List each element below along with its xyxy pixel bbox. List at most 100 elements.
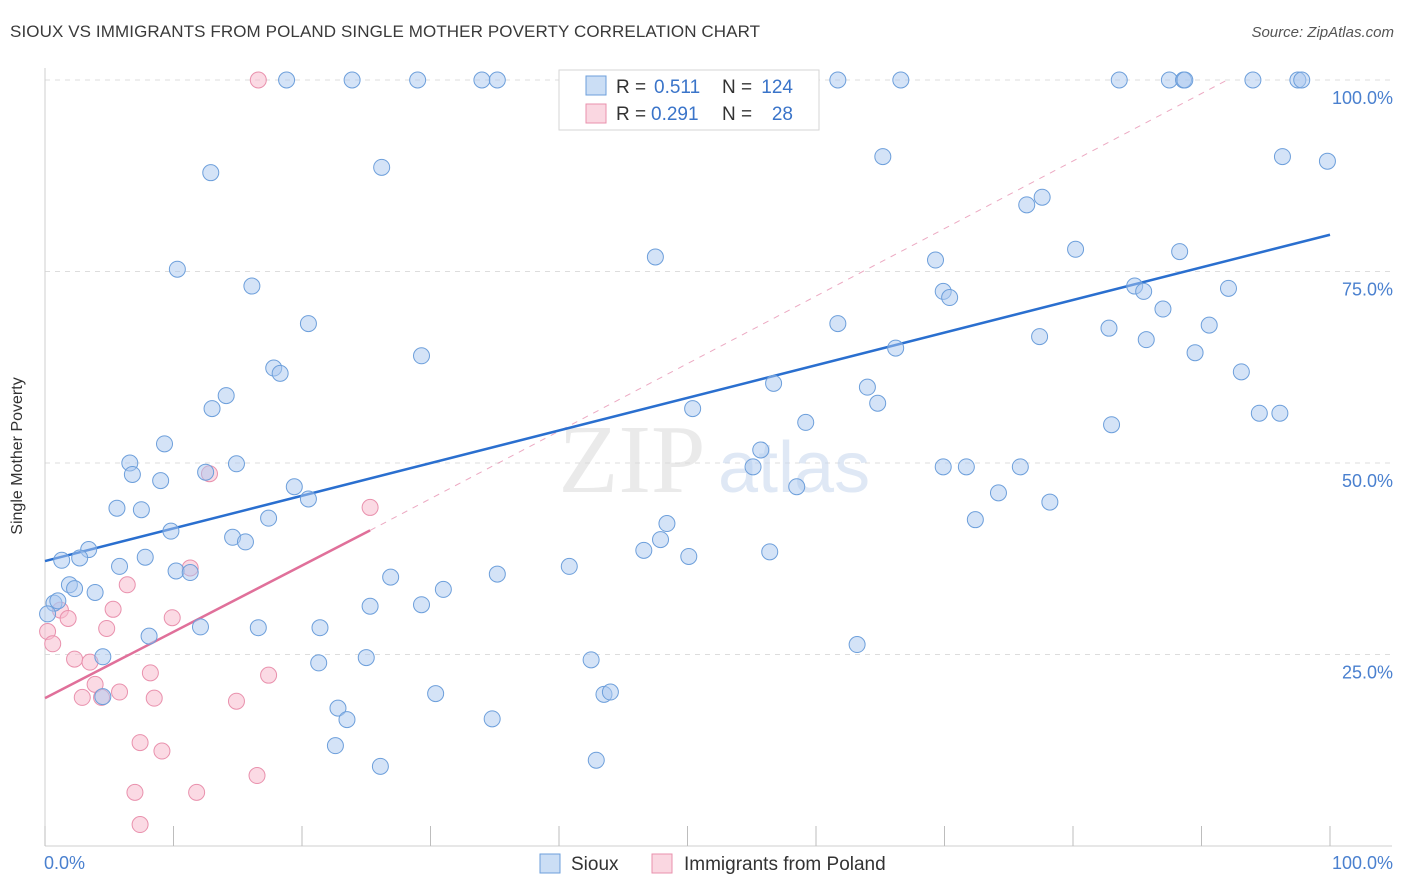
data-point-sioux bbox=[989, 484, 1007, 502]
data-point-sioux bbox=[966, 511, 984, 529]
data-point-sioux bbox=[684, 400, 702, 418]
data-point-sioux bbox=[1273, 148, 1291, 166]
data-point-sioux bbox=[1186, 344, 1204, 362]
data-point-sioux bbox=[1041, 493, 1059, 511]
data-point-poland bbox=[260, 666, 278, 684]
data-point-sioux bbox=[202, 164, 220, 182]
grid-layer bbox=[45, 79, 1392, 655]
data-point-sioux bbox=[357, 649, 375, 667]
trend-extension-poland bbox=[369, 79, 1228, 531]
data-point-sioux bbox=[167, 562, 185, 580]
data-point-poland bbox=[104, 600, 122, 618]
data-point-sioux bbox=[413, 347, 431, 365]
data-point-sioux bbox=[869, 394, 887, 412]
data-point-sioux bbox=[1137, 331, 1155, 349]
data-point-sioux bbox=[53, 551, 71, 569]
data-point-sioux bbox=[1100, 319, 1118, 337]
data-point-sioux bbox=[887, 339, 905, 357]
bottom-legend-swatch-poland[interactable] bbox=[651, 853, 673, 874]
data-point-sioux bbox=[86, 583, 104, 601]
data-point-sioux bbox=[848, 636, 866, 654]
data-point-sioux bbox=[66, 580, 84, 598]
data-point-poland bbox=[141, 664, 159, 682]
watermark: ZIP atlas bbox=[559, 406, 871, 514]
data-point-poland bbox=[227, 692, 245, 710]
data-point-sioux bbox=[1244, 71, 1262, 89]
chart-title: SIOUX VS IMMIGRANTS FROM POLAND SINGLE M… bbox=[10, 22, 761, 41]
data-point-sioux bbox=[108, 499, 126, 517]
data-point-sioux bbox=[488, 565, 506, 583]
data-point-sioux bbox=[140, 627, 158, 645]
y-tick-label: 50.0% bbox=[1342, 471, 1393, 491]
trend-line-poland bbox=[44, 529, 371, 700]
bottom-legend-swatch-sioux[interactable] bbox=[539, 853, 561, 874]
data-point-sioux bbox=[941, 289, 959, 307]
data-point-sioux bbox=[473, 71, 491, 89]
data-point-sioux bbox=[191, 618, 209, 636]
data-point-sioux bbox=[765, 374, 783, 392]
data-point-sioux bbox=[1110, 71, 1128, 89]
data-point-sioux bbox=[1271, 404, 1289, 422]
data-point-sioux bbox=[49, 592, 67, 610]
data-point-sioux bbox=[168, 260, 186, 278]
data-point-sioux bbox=[797, 413, 815, 431]
y-tick-label: 25.0% bbox=[1342, 663, 1393, 683]
data-point-sioux bbox=[152, 472, 170, 490]
data-point-sioux bbox=[299, 315, 317, 333]
data-point-sioux bbox=[136, 548, 154, 566]
data-point-sioux bbox=[111, 557, 129, 575]
data-point-poland bbox=[126, 783, 144, 801]
data-point-poland bbox=[188, 783, 206, 801]
legend-r-label-poland: R = bbox=[616, 104, 646, 125]
data-point-sioux bbox=[1176, 71, 1194, 89]
data-point-poland bbox=[153, 742, 171, 760]
data-point-sioux bbox=[1011, 458, 1029, 476]
data-point-sioux bbox=[156, 435, 174, 453]
data-point-sioux bbox=[285, 478, 303, 496]
legend-n-value-poland: 28 bbox=[772, 104, 793, 125]
data-point-sioux bbox=[1200, 316, 1218, 334]
data-point-poland bbox=[249, 71, 267, 89]
bottom-legend-label-sioux[interactable]: Sioux bbox=[571, 854, 619, 875]
data-point-sioux bbox=[601, 683, 619, 701]
data-point-sioux bbox=[560, 557, 578, 575]
data-point-sioux bbox=[132, 501, 150, 519]
data-point-sioux bbox=[39, 605, 57, 623]
bottom-legend-label-poland[interactable]: Immigrants from Poland bbox=[684, 854, 886, 875]
data-point-poland bbox=[111, 683, 129, 701]
data-point-sioux bbox=[829, 315, 847, 333]
data-point-sioux bbox=[413, 596, 431, 614]
data-point-sioux bbox=[227, 455, 245, 473]
data-point-sioux bbox=[123, 465, 141, 483]
data-point-sioux bbox=[311, 619, 329, 637]
data-point-sioux bbox=[744, 458, 762, 476]
data-point-sioux bbox=[382, 568, 400, 586]
data-point-sioux bbox=[829, 71, 847, 89]
data-point-sioux bbox=[278, 71, 296, 89]
data-point-sioux bbox=[752, 441, 770, 459]
data-point-sioux bbox=[680, 547, 698, 565]
data-point-sioux bbox=[197, 463, 215, 481]
series-legend: Sioux Immigrants from Poland bbox=[539, 853, 886, 875]
data-point-sioux bbox=[94, 648, 112, 666]
axis-layer: 25.0% 50.0% 75.0% 100.0% 0.0% 100.0% bbox=[44, 68, 1393, 873]
data-point-sioux bbox=[1067, 240, 1085, 258]
legend-swatch-sioux bbox=[585, 75, 607, 96]
data-point-sioux bbox=[1293, 71, 1311, 89]
data-point-poland bbox=[98, 619, 116, 637]
correlation-legend: R = 0.511 N = 124 R = 0.291 N = 28 bbox=[558, 69, 820, 131]
data-point-sioux bbox=[892, 71, 910, 89]
data-point-sioux bbox=[1018, 196, 1036, 214]
legend-r-value-poland: 0.291 bbox=[651, 104, 699, 125]
data-point-sioux bbox=[957, 458, 975, 476]
data-point-poland bbox=[118, 576, 136, 594]
data-point-sioux bbox=[434, 580, 452, 598]
data-point-sioux bbox=[652, 531, 670, 549]
data-point-sioux bbox=[361, 597, 379, 615]
data-point-sioux bbox=[658, 515, 676, 533]
data-point-poland bbox=[59, 609, 77, 627]
trend-layer bbox=[44, 79, 1331, 700]
data-point-poland bbox=[145, 689, 163, 707]
data-point-sioux bbox=[582, 651, 600, 669]
data-point-sioux bbox=[249, 619, 267, 637]
